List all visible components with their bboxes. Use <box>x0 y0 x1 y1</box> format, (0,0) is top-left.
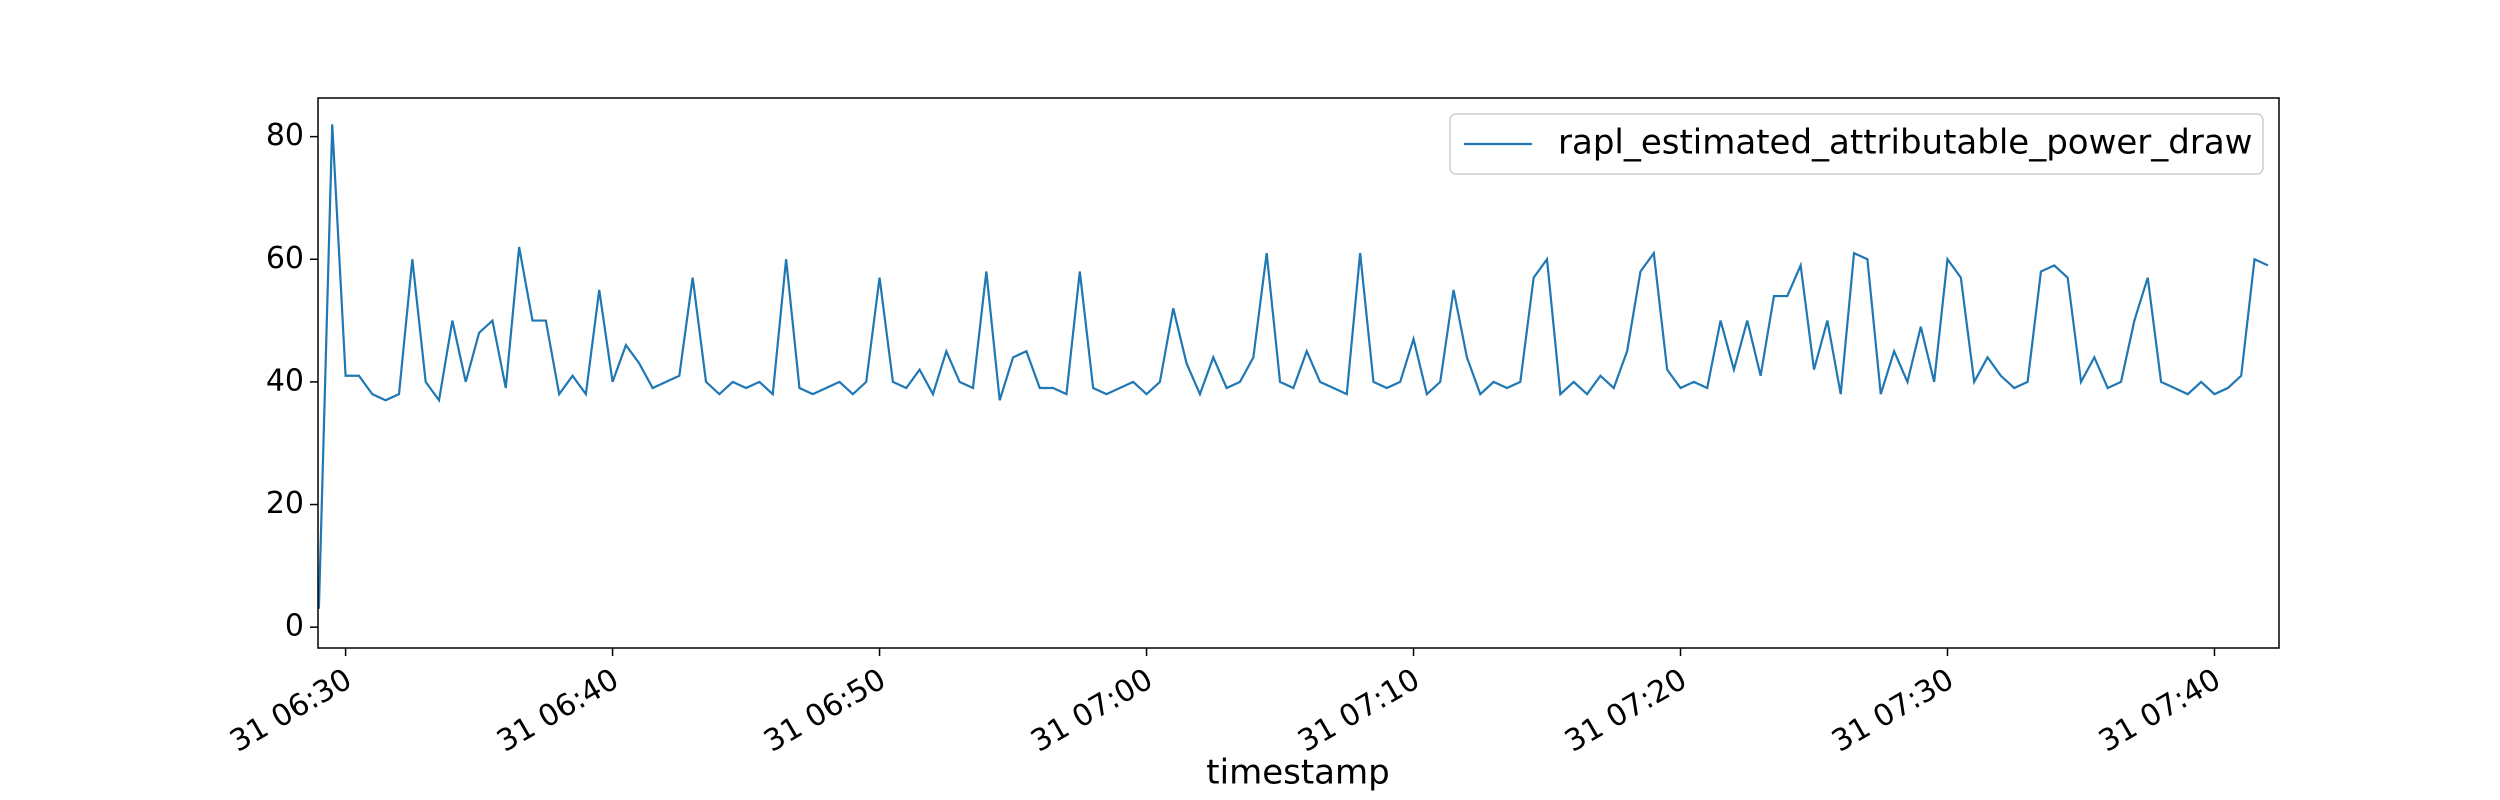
x-tick-label: 31 07:20 <box>1559 662 1693 759</box>
legend-label: rapl_estimated_attributable_power_draw <box>1558 123 2253 163</box>
series-line <box>318 124 2269 609</box>
y-tick-label: 40 <box>266 363 304 398</box>
x-tick-label: 31 06:50 <box>758 662 892 759</box>
x-tick-label: 31 07:00 <box>1025 662 1159 759</box>
x-tick-label: 31 06:40 <box>491 662 625 759</box>
x-tick-label: 31 07:30 <box>1826 662 1960 759</box>
plot-frame <box>317 97 2280 649</box>
x-tick-label: 31 07:10 <box>1292 662 1426 759</box>
legend-box <box>1449 113 2264 175</box>
y-tick-label: 80 <box>266 118 304 153</box>
x-tick-label: 31 06:30 <box>224 662 358 759</box>
x-tick-label: 31 07:40 <box>2093 662 2227 759</box>
x-axis-label: timestamp <box>1206 753 1389 793</box>
y-tick-label: 0 <box>285 609 304 644</box>
y-tick-label: 20 <box>266 486 304 521</box>
y-tick-label: 60 <box>266 241 304 276</box>
